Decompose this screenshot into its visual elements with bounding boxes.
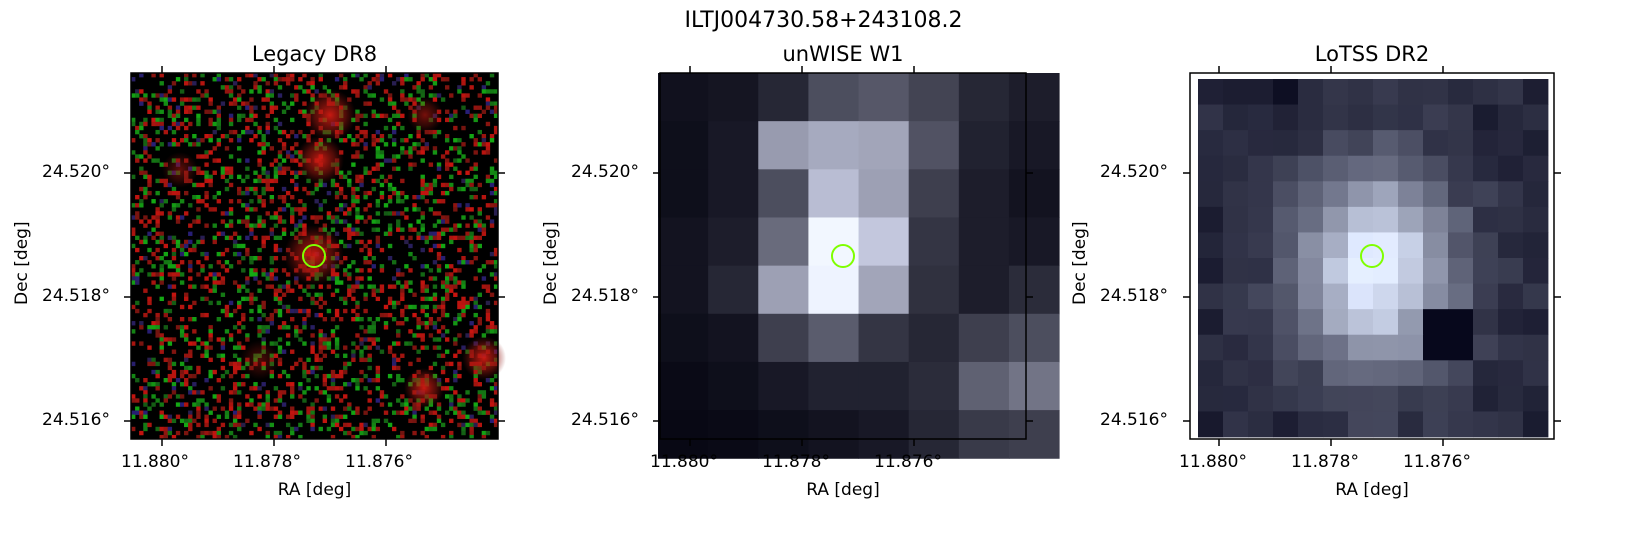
y-tick-label: 24.520° [1100, 162, 1168, 182]
x-tick-label: 11.880° [650, 452, 718, 472]
source-marker-circle [831, 244, 855, 268]
x-tick-label: 11.880° [1179, 452, 1247, 472]
y-axis-label: Dec [deg] [1070, 221, 1090, 305]
x-tick-label: 11.878° [233, 452, 301, 472]
x-tick-label: 11.880° [121, 452, 189, 472]
y-tick-label: 24.516° [42, 410, 110, 430]
x-tick-label: 11.876° [1403, 452, 1471, 472]
y-tick-label: 24.520° [571, 162, 639, 182]
y-tick-label: 24.516° [571, 410, 639, 430]
figure-title: ILTJ004730.58+243108.2 [684, 8, 963, 33]
panel-title: unWISE W1 [782, 42, 904, 66]
x-tick-label: 11.876° [345, 452, 413, 472]
source-marker-circle [1360, 244, 1384, 268]
x-tick-label: 11.876° [874, 452, 942, 472]
panel-title: Legacy DR8 [251, 42, 378, 66]
y-tick-label: 24.518° [1100, 286, 1168, 306]
x-tick-label: 11.878° [762, 452, 830, 472]
x-axis-label: RA [deg] [1335, 480, 1409, 500]
x-tick-label: 11.878° [1291, 452, 1359, 472]
y-tick-label: 24.518° [42, 286, 110, 306]
panel-title: LoTSS DR2 [1314, 42, 1430, 66]
y-tick-label: 24.516° [1100, 410, 1168, 430]
x-axis-label: RA [deg] [806, 480, 880, 500]
y-tick-label: 24.518° [571, 286, 639, 306]
y-tick-label: 24.520° [42, 162, 110, 182]
x-axis-label: RA [deg] [277, 480, 352, 500]
source-marker-circle [302, 244, 326, 268]
